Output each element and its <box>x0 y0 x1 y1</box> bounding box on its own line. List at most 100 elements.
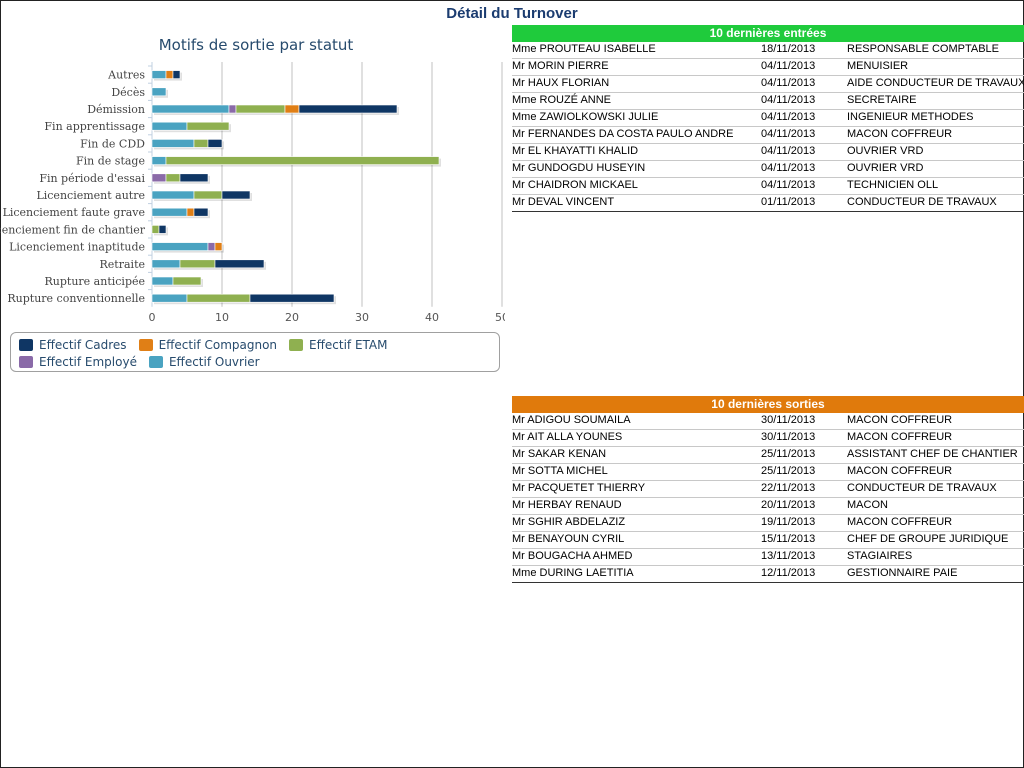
bar-segment <box>165 173 181 183</box>
entry-date: 04/11/2013 <box>761 94 816 106</box>
entry-row: Mr GUNDOGDU HUSEYIN 04/11/2013 OUVRIER VRD <box>512 161 1024 178</box>
exit-person-name: Mr BOUGACHA AHMED <box>512 550 633 562</box>
bar-segment <box>151 259 181 269</box>
entry-job-title: CONDUCTEUR DE TRAVAUX <box>847 196 997 208</box>
entry-date: 18/11/2013 <box>761 43 816 55</box>
exit-person-name: Mr ADIGOU SOUMAILA <box>512 414 631 426</box>
exit-job-title: MACON COFFREUR <box>847 431 953 443</box>
bar-segment <box>151 225 160 234</box>
entry-job-title: INGENIEUR METHODES <box>847 111 974 123</box>
exit-date: 22/11/2013 <box>761 482 816 494</box>
recent-entries-list: Mme PROUTEAU ISABELLE 18/11/2013 RESPONSAB… <box>512 42 1024 212</box>
exit-person-name: Mr AIT ALLA YOUNES <box>512 431 623 443</box>
entry-date: 04/11/2013 <box>761 77 816 89</box>
entry-job-title: AIDE CONDUCTEUR DE TRAVAUX <box>847 77 1024 89</box>
exit-person-name: Mme DURING LAETITIA <box>512 567 634 579</box>
y-category-label: Fin apprentissage <box>44 120 145 133</box>
exit-row: Mr ADIGOU SOUMAILA 30/11/2013 MACON COFFRE… <box>512 413 1024 430</box>
legend-label: Effectif Compagnon <box>158 338 278 352</box>
legend-swatch <box>148 356 163 368</box>
bar-segment <box>151 87 167 97</box>
exit-job-title: MACON <box>847 499 888 511</box>
legend-label: Effectif ETAM <box>309 338 388 352</box>
bar-segment <box>221 190 251 200</box>
exit-date: 15/11/2013 <box>761 533 816 545</box>
bar-segment <box>207 139 223 148</box>
entry-date: 04/11/2013 <box>761 111 816 123</box>
entry-job-title: SECRETAIRE <box>847 94 917 106</box>
entry-date: 01/11/2013 <box>761 196 816 208</box>
entry-person-name: Mr HAUX FLORIAN <box>512 77 610 89</box>
entry-row: Mr EL KHAYATTI KHALID 04/11/2013 OUVRIER V… <box>512 144 1024 161</box>
bar-segment <box>151 139 195 148</box>
entry-job-title: RESPONSABLE COMPTABLE <box>847 43 1000 55</box>
exit-date: 12/11/2013 <box>761 567 816 579</box>
y-category-label: Démission <box>87 103 145 116</box>
entry-person-name: Mme ZAWIOLKOWSKI JULIE <box>512 111 659 123</box>
legend-item[interactable]: Effectif Cadres <box>19 337 127 353</box>
legend-label: Effectif Employé <box>39 355 137 369</box>
exit-person-name: Mr HERBAY RENAUD <box>512 499 622 511</box>
bar-segment <box>172 70 181 79</box>
bar-segment <box>186 207 195 217</box>
exit-job-title: MACON COFFREUR <box>847 414 953 426</box>
legend-item[interactable]: Effectif Compagnon <box>138 337 278 353</box>
legend-swatch <box>19 339 33 351</box>
x-tick-label: 30 <box>355 311 369 324</box>
entry-row: Mme PROUTEAU ISABELLE 18/11/2013 RESPONSAB… <box>512 42 1024 59</box>
bar-segment <box>193 207 209 217</box>
bar-segment <box>158 225 167 234</box>
x-tick-label: 50 <box>495 311 505 324</box>
bar-segment <box>193 190 223 200</box>
chart-title: Motifs de sortie par statut <box>159 36 354 54</box>
exit-date: 25/11/2013 <box>761 448 816 460</box>
x-tick-label: 10 <box>215 311 229 324</box>
y-category-label: Décès <box>111 86 145 99</box>
x-tick-label: 0 <box>149 311 156 324</box>
exit-date: 25/11/2013 <box>761 465 816 477</box>
exit-row: Mr BENAYOUN CYRIL 15/11/2013 CHEF DE GROUP… <box>512 532 1024 549</box>
bar-segment <box>179 173 209 183</box>
exit-row: Mr SGHIR ABDELAZIZ 19/11/2013 MACON COFFRE… <box>512 515 1024 532</box>
y-category-label: Autres <box>107 69 145 82</box>
entry-person-name: Mme PROUTEAU ISABELLE <box>512 43 656 55</box>
y-category-label: Rupture anticipée <box>45 275 146 288</box>
bar-segment <box>284 104 300 114</box>
y-category-label: Licenciement autre <box>36 189 145 202</box>
bar-segment <box>151 156 167 165</box>
exit-date: 30/11/2013 <box>761 431 816 443</box>
entry-person-name: Mr DEVAL VINCENT <box>512 196 615 208</box>
entry-job-title: OUVRIER VRD <box>847 145 924 157</box>
y-category-label: Retraite <box>100 258 145 271</box>
bar-segment <box>179 259 216 269</box>
entry-person-name: Mr EL KHAYATTI KHALID <box>512 145 639 157</box>
legend-item[interactable]: Effectif Ouvrier <box>148 354 260 370</box>
bar-segment <box>249 293 335 303</box>
entry-person-name: Mr GUNDOGDU HUSEYIN <box>512 162 646 174</box>
recent-exits-header: 10 dernières sorties <box>512 396 1024 413</box>
entry-row: Mr FERNANDES DA COSTA PAULO ANDRE 04/11/2… <box>512 127 1024 144</box>
bar-segment <box>214 259 265 269</box>
legend-swatch <box>138 339 153 351</box>
entry-job-title: TECHNICIEN OLL <box>847 179 939 191</box>
entry-person-name: Mr MORIN PIERRE <box>512 60 609 72</box>
bar-segment <box>298 104 398 114</box>
exit-job-title: MACON COFFREUR <box>847 465 953 477</box>
y-category-label: Fin période d'essai <box>39 172 145 185</box>
bar-segment <box>193 139 209 148</box>
legend-label: Effectif Cadres <box>39 338 127 352</box>
entry-row: Mme ROUZÉ ANNE 04/11/2013 SECRETAIRE <box>512 93 1024 110</box>
legend-item[interactable]: Effectif ETAM <box>289 337 387 353</box>
exit-job-title: GESTIONNAIRE PAIE <box>847 567 958 579</box>
entry-date: 04/11/2013 <box>761 60 816 72</box>
legend-item[interactable]: Effectif Employé <box>19 354 137 370</box>
entry-job-title: OUVRIER VRD <box>847 162 924 174</box>
exit-date: 30/11/2013 <box>761 414 816 426</box>
bar-segment <box>214 242 223 251</box>
bar-segment <box>151 207 188 217</box>
entry-job-title: MENUISIER <box>847 60 909 72</box>
bar-segment <box>186 121 230 131</box>
legend-swatch <box>289 339 304 351</box>
exit-job-title: STAGIAIRES <box>847 550 913 562</box>
entry-row: Mme ZAWIOLKOWSKI JULIE 04/11/2013 INGENIEU… <box>512 110 1024 127</box>
